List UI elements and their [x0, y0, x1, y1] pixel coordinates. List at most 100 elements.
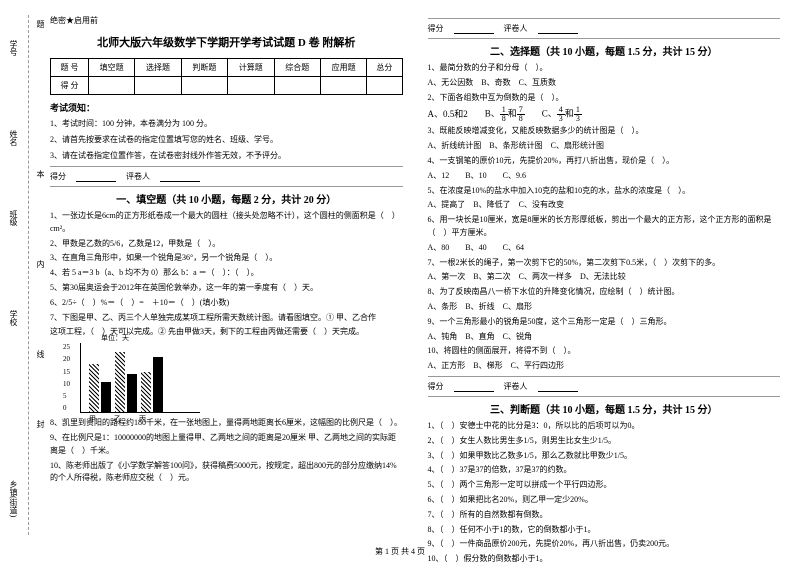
- q1-6: 6、2/5÷（ ）%＝（ ）= ＋10＝（ ）(填小数): [50, 297, 403, 310]
- q2-7a: A、第一次 B、第二次 C、两次一样多 D、无法比较: [428, 271, 781, 284]
- notice-2: 2、请首先按要求在试卷的指定位置填写您的姓名、班级、学号。: [50, 134, 403, 146]
- th-choice: 选择题: [135, 59, 181, 77]
- cell[interactable]: [181, 77, 227, 95]
- side-school: 学校: [8, 310, 19, 326]
- divider: [50, 166, 403, 167]
- q1-2: 2、甲数是乙数的5/6，乙数是12，甲数是（ ）。: [50, 238, 403, 251]
- bar: [153, 357, 163, 412]
- scorer-row: 得分评卷人: [428, 23, 781, 34]
- side-t2: 本: [35, 170, 46, 178]
- right-column: 得分评卷人 二、选择题（共 10 小题，每题 1.5 分，共计 15 分） 1、…: [428, 15, 781, 568]
- notice-3: 3、请在试卷指定位置作答，在试卷密封线外作答无效，不予评分。: [50, 150, 403, 162]
- th-comp: 综合题: [274, 59, 320, 77]
- q2-3: 3、既能反映增减变化，又能反映数据多少的统计图是（ ）。: [428, 125, 781, 138]
- cell[interactable]: [320, 77, 366, 95]
- q2-9: 9、一个三角形最小的锐角是50度，这个三角形一定是（ ）三角形。: [428, 316, 781, 329]
- q2-9a: A、钝角 B、直角 C、锐角: [428, 331, 781, 344]
- q2-4a: A、12 B、10 C、9.6: [428, 170, 781, 183]
- q2-1: 1、最简分数的分子和分母（ ）。: [428, 62, 781, 75]
- grader-label: 评卷人: [126, 171, 150, 182]
- bar: [101, 382, 111, 412]
- page-container: 绝密★启用前 北师大版六年级数学下学期开学考试试题 D 卷 附解析 题 号 填空…: [0, 0, 800, 573]
- q2-4: 4、一支钢笔的原价10元，先提价20%，再打八折出售，现价是（ ）。: [428, 155, 781, 168]
- secret-label: 绝密★启用前: [50, 15, 403, 26]
- bar-group-1: [89, 364, 111, 412]
- divider: [428, 18, 781, 19]
- q3-7: 7、（ ）所有的自然数都有倒数。: [428, 509, 781, 522]
- divider: [428, 376, 781, 377]
- q2-6: 6、用一块长是10厘米，宽是8厘米的长方形厚纸板，剪出一个最大的正方形，这个正方…: [428, 214, 781, 240]
- q3-2: 2、（ ）女生人数比男生多1/5，则男生比女生少1/5。: [428, 435, 781, 448]
- score-label: 得分: [50, 171, 66, 182]
- cell[interactable]: [274, 77, 320, 95]
- cell[interactable]: [367, 77, 402, 95]
- notice-title: 考试须知：: [50, 101, 403, 114]
- divider: [428, 38, 781, 39]
- cell[interactable]: [135, 77, 181, 95]
- th-num: 题 号: [51, 59, 89, 77]
- scorer-row: 得分 评卷人: [50, 171, 403, 182]
- bar: [115, 352, 125, 412]
- q2-10a: A、正方形 B、梯形 C、平行四边形: [428, 360, 781, 373]
- bar: [89, 364, 99, 412]
- bar-group-2: [115, 352, 137, 412]
- cell[interactable]: [228, 77, 274, 95]
- notice-block: 1、考试时间：100 分钟，本卷满分为 100 分。 2、请首先按要求在试卷的指…: [50, 118, 403, 162]
- th-fill: 填空题: [88, 59, 134, 77]
- y-axis: 2520151050: [63, 343, 70, 412]
- q1-9: 9、在比例尺是1：10000000的地图上量得甲、乙两地之间的距离是20厘米 甲…: [50, 432, 403, 458]
- q1-5: 5、第30届奥运会于2012年在英国伦敦举办，这一年的第一季度有（ ）天。: [50, 282, 403, 295]
- left-column: 绝密★启用前 北师大版六年级数学下学期开学考试试题 D 卷 附解析 题 号 填空…: [50, 15, 403, 568]
- th-judge: 判断题: [181, 59, 227, 77]
- th-app: 应用题: [320, 59, 366, 77]
- th-total: 总分: [367, 59, 402, 77]
- chart-unit: 单位：天: [101, 333, 129, 343]
- q3-5: 5、（ ）两个三角形一定可以拼成一个平行四边形。: [428, 479, 781, 492]
- q3-1: 1、（ ）安德士中花的比分是3：0，所以比的后项可以为0。: [428, 420, 781, 433]
- cell[interactable]: [88, 77, 134, 95]
- section1-title: 一、填空题（共 10 小题，每题 2 分，共计 20 分）: [50, 191, 403, 206]
- notice-1: 1、考试时间：100 分钟，本卷满分为 100 分。: [50, 118, 403, 130]
- q1-4: 4、若 5 a＝3 b（a、b 均不为 0）那么 b：a ＝（ ）：（ ）。: [50, 267, 403, 280]
- q3-8: 8、（ ）任何不小于1的数，它的倒数都小于1。: [428, 524, 781, 537]
- tr-score: 得 分: [51, 77, 89, 95]
- grader-blank[interactable]: [160, 171, 200, 182]
- q2-6a: A、80 B、40 C、64: [428, 242, 781, 255]
- q3-4: 4、（ ）37是37的倍数，37是37的约数。: [428, 464, 781, 477]
- scorer-row: 得分评卷人: [428, 381, 781, 392]
- side-class: 班级: [8, 210, 19, 226]
- q1-7a: 7、下图是甲、乙、丙三个人单独完成某项工程所需天数统计图。请看图填空。① 甲、乙…: [50, 312, 403, 325]
- q2-5a: A、提高了 B、降低了 C、没有改变: [428, 199, 781, 212]
- side-town: 乡镇(街道): [8, 480, 19, 517]
- bar-chart: 单位：天 2520151050 甲乙丙: [80, 343, 200, 413]
- q2-8: 8、为了反映南昌八一桥下水位的升降变化情况，应绘制（ ）统计图。: [428, 286, 781, 299]
- score-table: 题 号 填空题 选择题 判断题 计算题 综合题 应用题 总分 得 分: [50, 58, 403, 95]
- q1-1: 1、一张边长是6cm的正方形纸卷成一个最大的圆柱（接头处忽略不计），这个圆柱的侧…: [50, 210, 403, 236]
- q2-1a: A、无公因数 B、奇数 C、互质数: [428, 77, 781, 90]
- q2-2: 2、下面各组数中互为倒数的是（ ）。: [428, 92, 781, 105]
- divider: [428, 396, 781, 397]
- binding-line: [28, 15, 29, 535]
- q3-3: 3、（ ）如果甲数比乙数多1/5，那么乙数就比甲数少1/5。: [428, 450, 781, 463]
- x-axis: 甲乙丙: [89, 414, 146, 424]
- side-t3: 内: [35, 260, 46, 268]
- q2-2opts: A、0.5和2 B、18和78 C、43和13: [428, 106, 781, 123]
- bar-group-3: [141, 357, 163, 412]
- q2-3a: A、折线统计图 B、条形统计图 C、扇形统计图: [428, 140, 781, 153]
- q2-5: 5、在浓度是10%的盐水中加入10克的盐和10克的水，盐水的浓度是（ ）。: [428, 185, 781, 198]
- q2-10: 10、将圆柱的侧面展开，将得不到（ ）。: [428, 345, 781, 358]
- bar: [127, 374, 137, 412]
- th-calc: 计算题: [228, 59, 274, 77]
- q3-6: 6、（ ）如果把比名20%，则乙甲一定少20%。: [428, 494, 781, 507]
- section3-title: 三、判断题（共 10 小题，每题 1.5 分，共计 15 分）: [428, 401, 781, 416]
- q1-3: 3、在直角三角形中，如果一个锐角是36°，另一个锐角是（ ）。: [50, 252, 403, 265]
- section2-title: 二、选择题（共 10 小题，每题 1.5 分，共计 15 分）: [428, 43, 781, 58]
- exam-title: 北师大版六年级数学下学期开学考试试题 D 卷 附解析: [50, 34, 403, 50]
- side-student-id: 学号: [8, 40, 19, 56]
- q2-7: 7、一根2米长的绳子，第一次剪下它的50%，第二次剪下0.5米，（ ）次剪下的多…: [428, 257, 781, 270]
- side-t1: 题: [35, 20, 46, 28]
- side-t4: 线: [35, 350, 46, 358]
- divider: [50, 186, 403, 187]
- q1-10: 10、陈老师出版了《小学数学解答100问》，获得稿费5000元，按规定，超出80…: [50, 460, 403, 486]
- score-blank[interactable]: [76, 171, 116, 182]
